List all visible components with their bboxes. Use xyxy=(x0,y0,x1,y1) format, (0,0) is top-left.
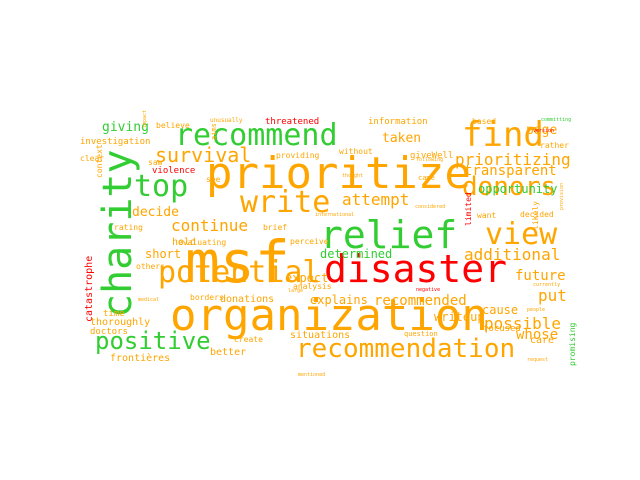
word-promising: promising xyxy=(568,322,577,366)
word-fronti-res: frontières xyxy=(110,353,171,364)
word-threatened: threatened xyxy=(265,117,320,127)
word-thoroughly: thoroughly xyxy=(90,317,151,328)
word-clear: clear xyxy=(80,154,105,163)
word-saw: saw xyxy=(148,158,163,167)
word-committing: committing xyxy=(541,117,572,123)
word-short: short xyxy=(145,247,182,261)
word-analysis: analysis xyxy=(293,282,332,291)
word-violence: violence xyxy=(152,166,196,176)
word-aims: aims xyxy=(210,123,218,140)
word-currently: currently xyxy=(533,282,561,288)
word-hold: hold xyxy=(172,237,197,248)
word-givewell: giveWell xyxy=(410,151,454,161)
word-question: question xyxy=(404,330,438,338)
word-catastrophe: catastrophe xyxy=(84,255,95,322)
word-situations: situations xyxy=(290,330,351,341)
word-international: international xyxy=(315,212,355,218)
word-mentioned: mentioned xyxy=(298,372,326,378)
word-time: time xyxy=(103,309,125,319)
word-continue: continue xyxy=(171,216,249,235)
word-positive: positive xyxy=(95,327,211,355)
word-decided: decided xyxy=(520,210,554,219)
word-msf: msf xyxy=(185,228,290,296)
word-find: find xyxy=(462,115,544,155)
word-donations: donations xyxy=(220,294,275,305)
word-survival: survival xyxy=(155,143,252,167)
word-recommended: recommended xyxy=(374,293,467,309)
word-thought: thought xyxy=(342,173,364,179)
word-determined: determined xyxy=(320,247,393,261)
word-future: future xyxy=(515,268,566,284)
word-whose: whose xyxy=(516,327,559,343)
word-donors: donors xyxy=(462,172,556,202)
word-unusually: unusually xyxy=(210,117,243,124)
word-view: view xyxy=(485,217,558,252)
word-recommend: recommend xyxy=(175,118,338,153)
word-request: request xyxy=(527,357,549,363)
word-want: want xyxy=(477,211,497,220)
word-rather: rather xyxy=(540,141,569,150)
word-provision: provision xyxy=(559,182,565,210)
word-decide: decide xyxy=(132,205,179,220)
word-recommendation: recommendation xyxy=(296,334,516,364)
word-providing: providing xyxy=(276,151,320,160)
word-disaster: disaster xyxy=(324,247,508,291)
word-limited: limited xyxy=(464,192,473,226)
word-put: put xyxy=(538,286,567,305)
word-considered: considered xyxy=(415,204,446,210)
word-relief: relief xyxy=(320,213,458,257)
word-evaluating: evaluating xyxy=(178,238,227,247)
word-possible: possible xyxy=(484,314,562,333)
word-additional: additional xyxy=(464,245,561,264)
word-negative: negative xyxy=(416,287,441,293)
word-believe: believe xyxy=(156,121,190,130)
word-see: see xyxy=(206,175,221,184)
word-taken: taken xyxy=(382,131,422,146)
word-brief: brief xyxy=(263,223,288,232)
word-came: came xyxy=(418,174,435,182)
word-transparent: transparent xyxy=(464,163,557,179)
word-explains: explains xyxy=(310,293,368,307)
word-others: others xyxy=(136,262,165,271)
word-cloud: organization msf prioritize disaster charity… xyxy=(80,110,577,378)
word-writeup: writeup xyxy=(434,310,485,324)
word-giving: giving xyxy=(102,120,149,135)
word-top: top xyxy=(134,169,189,204)
word-borders: borders xyxy=(190,293,224,302)
word-impact: impact xyxy=(142,109,148,128)
word-information: information xyxy=(368,117,428,127)
word-based: based xyxy=(472,117,497,126)
word-potential: potential xyxy=(158,255,321,290)
word-large: large xyxy=(288,288,304,294)
word-focused: focused xyxy=(483,324,521,334)
word-care: care xyxy=(530,335,555,346)
word-following: following xyxy=(416,157,444,163)
word-without: without xyxy=(339,147,373,156)
word-page: page xyxy=(526,123,558,138)
word-doctors: doctors xyxy=(90,327,128,337)
word-version: version xyxy=(533,128,555,134)
word-medical: medical xyxy=(138,297,160,303)
word-better: better xyxy=(210,347,247,358)
word-perceive: perceive xyxy=(290,237,329,246)
word-people: people xyxy=(527,307,546,313)
word-rating: rating xyxy=(114,223,143,232)
word-write: write xyxy=(240,185,331,220)
word-investigation: investigation xyxy=(80,137,151,147)
word-opportunity: opportunity xyxy=(478,182,558,196)
word-cause: cause xyxy=(482,303,519,317)
word-organization: organization xyxy=(170,290,488,341)
word-charity: charity xyxy=(95,149,141,318)
word-attempt: attempt xyxy=(342,190,410,209)
word-prioritize: prioritize xyxy=(206,148,471,199)
word-prioritizing: prioritizing xyxy=(455,150,571,169)
word-expect: expect xyxy=(285,271,329,285)
word-create: create xyxy=(234,335,263,344)
